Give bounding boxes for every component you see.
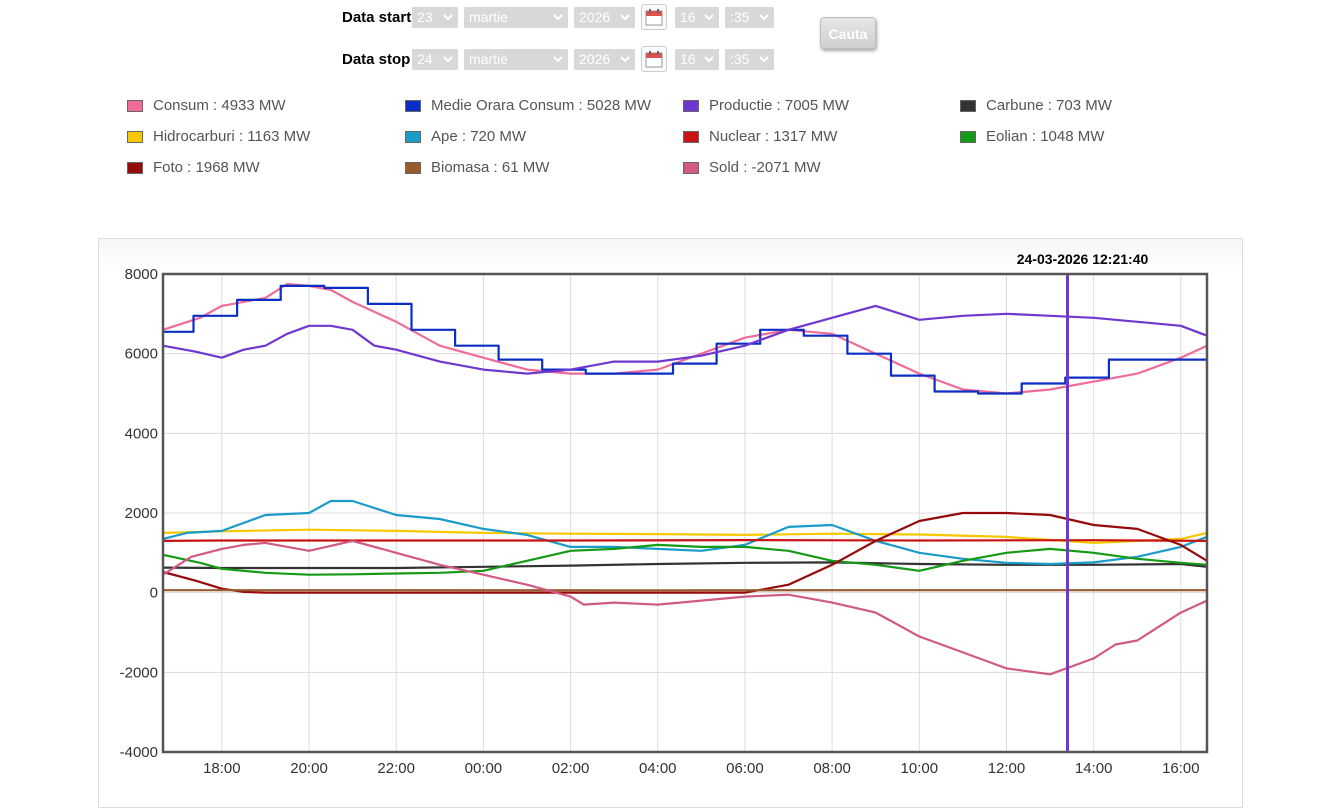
y-tick-label: 2000 [125, 505, 158, 522]
x-tick-label: 08:00 [813, 760, 851, 777]
x-tick-label: 14:00 [1075, 760, 1113, 777]
x-tick-label: 10:00 [901, 760, 939, 777]
cursor-timestamp: 24-03-2026 12:21:40 [1017, 251, 1149, 267]
y-tick-label: 4000 [125, 425, 158, 442]
x-tick-label: 04:00 [639, 760, 677, 777]
x-tick-label: 06:00 [726, 760, 764, 777]
x-tick-label: 02:00 [552, 760, 590, 777]
series-line-nuclear[interactable] [163, 540, 1207, 541]
x-tick-label: 20:00 [290, 760, 328, 777]
x-tick-label: 18:00 [203, 760, 241, 777]
y-tick-label: 0 [150, 585, 158, 602]
x-tick-label: 00:00 [465, 760, 503, 777]
y-tick-label: -4000 [120, 744, 158, 761]
x-tick-label: 12:00 [988, 760, 1026, 777]
y-tick-label: 8000 [125, 266, 158, 283]
y-tick-label: -2000 [120, 664, 158, 681]
x-tick-label: 16:00 [1162, 760, 1200, 777]
y-tick-label: 6000 [125, 346, 158, 363]
x-tick-label: 22:00 [377, 760, 415, 777]
